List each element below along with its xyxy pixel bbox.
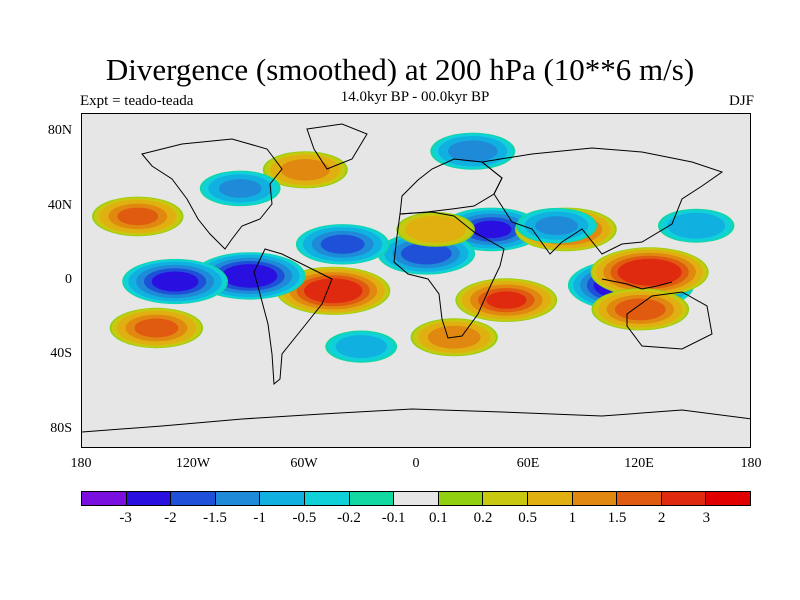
contour-level xyxy=(486,291,527,309)
coastline-africa xyxy=(393,211,505,339)
coastline-australia xyxy=(626,291,713,350)
x-tick-180-east: 180 xyxy=(740,456,762,471)
contour-level xyxy=(617,258,682,286)
season-label: DJF xyxy=(728,93,754,109)
x-tick-120E: 120E xyxy=(624,456,654,471)
colorbar-box-12 xyxy=(617,492,662,505)
colorbar-box-2 xyxy=(171,492,216,505)
divergence-anomaly-19 xyxy=(658,208,735,243)
time-label: 14.0kyr BP - 00.0kyr BP xyxy=(340,89,490,105)
contour-level xyxy=(134,318,179,338)
coastline-antarctica xyxy=(82,408,750,433)
x-tick-120W: 120W xyxy=(175,456,211,471)
contour-level xyxy=(471,220,512,239)
divergence-anomaly-4 xyxy=(122,258,228,305)
y-tick-80S: 80S xyxy=(50,421,72,436)
divergence-anomaly-20 xyxy=(325,330,398,363)
coastline-greenland xyxy=(306,123,368,170)
colorbar-label-1: -2 xyxy=(164,510,177,526)
colorbar-box-11 xyxy=(572,492,618,505)
colorbar-label-2: -1.5 xyxy=(203,510,227,526)
colorbar-label-12: 2 xyxy=(657,510,666,526)
colorbar-box-7 xyxy=(394,492,439,505)
contour-level xyxy=(448,140,498,162)
colorbar-label-11: 1.5 xyxy=(607,510,627,526)
colorbar-box-13 xyxy=(661,492,707,505)
experiment-label: Expt = teado-teada xyxy=(80,93,194,109)
x-tick-60E: 60E xyxy=(516,456,540,471)
divergence-anomaly-16 xyxy=(516,207,597,244)
divergence-anomaly-6 xyxy=(455,278,558,322)
colorbar-box-6 xyxy=(349,492,395,505)
colorbar-label-3: -1 xyxy=(253,510,266,526)
coastlines xyxy=(82,123,750,433)
divergence-anomaly-1 xyxy=(590,247,709,298)
contour-level xyxy=(401,242,452,265)
contour-level xyxy=(221,264,278,288)
x-tick-180-west: 180 xyxy=(70,456,92,471)
y-tick-80N: 80N xyxy=(47,123,72,138)
coastline-north-america xyxy=(141,138,283,250)
contour-level xyxy=(615,298,666,321)
colorbar-box-3 xyxy=(215,492,261,505)
divergence-anomaly-15 xyxy=(262,151,348,189)
contour-level xyxy=(151,271,199,292)
divergence-anomaly-10 xyxy=(295,224,390,265)
colorbar-label-13: 3 xyxy=(702,510,711,526)
y-tick-40S: 40S xyxy=(50,346,72,361)
contour-level xyxy=(117,207,159,226)
colorbar-label-10: 1 xyxy=(568,510,577,526)
colorbar-label-9: 0.5 xyxy=(518,510,538,526)
coastline-indonesia xyxy=(601,278,673,290)
divergence-anomaly-18 xyxy=(396,212,475,247)
colorbar-label-0: -3 xyxy=(119,510,132,526)
y-tick-0: 0 xyxy=(65,272,72,287)
colorbar-box-9 xyxy=(483,492,528,505)
contour-level xyxy=(320,234,365,254)
colorbar xyxy=(81,491,751,506)
colorbar-label-8: 0.2 xyxy=(473,510,493,526)
y-tick-40N: 40N xyxy=(47,198,72,213)
map-panel xyxy=(81,113,751,448)
contour-level xyxy=(667,212,726,239)
divergence-anomaly-11 xyxy=(109,307,204,349)
colorbar-label-5: -0.2 xyxy=(337,510,361,526)
colorbar-label-6: -0.1 xyxy=(381,510,406,526)
colorbar-box-5 xyxy=(304,492,350,505)
colorbar-box-4 xyxy=(260,492,305,505)
contour-level xyxy=(405,215,466,243)
contour-level xyxy=(218,179,262,198)
colorbar-box-1 xyxy=(126,492,172,505)
colorbar-box-0 xyxy=(82,492,127,505)
divergence-anomaly-17 xyxy=(199,170,281,207)
coastline-asia xyxy=(480,147,724,255)
plot-title: Divergence (smoothed) at 200 hPa (10**6 … xyxy=(105,52,695,87)
contour-level xyxy=(335,335,387,359)
contour-level xyxy=(280,159,330,181)
x-tick-0: 0 xyxy=(412,456,420,471)
divergence-anomaly-12 xyxy=(92,196,184,237)
colorbar-box-10 xyxy=(527,492,573,505)
colorbar-box-8 xyxy=(438,492,484,505)
contour-level xyxy=(304,278,363,304)
colorbar-box-14 xyxy=(706,492,750,505)
colorbar-label-4: -0.5 xyxy=(292,510,317,526)
contour-level xyxy=(535,216,578,236)
divergence-map xyxy=(82,114,750,447)
colorbar-label-7: 0.1 xyxy=(428,510,448,526)
divergence-anomaly-9 xyxy=(591,288,690,331)
x-tick-60W: 60W xyxy=(290,456,318,471)
coastline-south-america xyxy=(253,248,333,386)
